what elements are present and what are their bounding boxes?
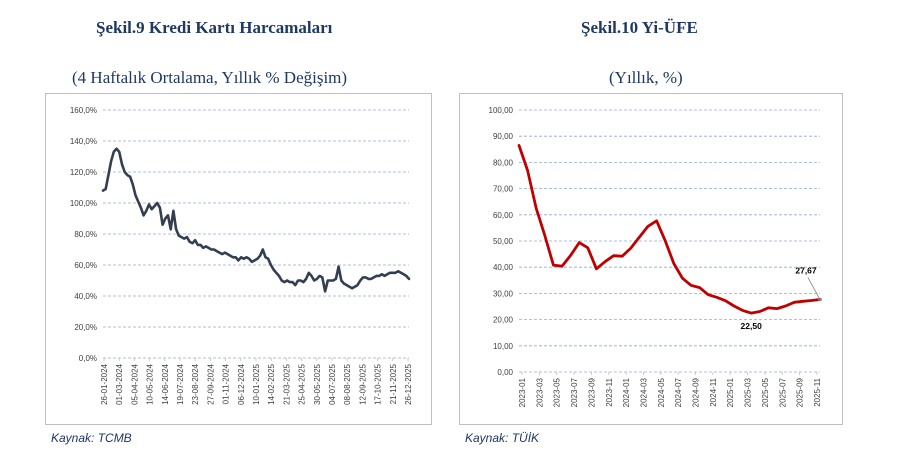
x-tick-label: 05-04-2024 [130, 363, 139, 404]
x-tick-label: 10-01-2025 [252, 363, 261, 404]
left-chart-title: Şekil.9 Kredi Kartı Harcamaları [96, 18, 333, 37]
y-tick-label: 40,0% [74, 292, 97, 301]
x-tick-label: 21-03-2025 [282, 363, 291, 404]
right-chart: 0,00 10,00 20,00 30,00 40,00 50,00 60,00 70,00 8… [489, 106, 822, 407]
x-tick-label: 2025-11 [813, 377, 822, 406]
y-tick-label: 70,00 [493, 185, 514, 194]
right-chart-title: Şekil.10 Yi-ÜFE [581, 18, 698, 37]
x-tick-label: 2025-03 [744, 377, 753, 407]
y-tick-label: 60,0% [74, 261, 97, 270]
right-chart-subtitle: (Yıllık, %) [609, 68, 683, 87]
x-tick-label: 2024-03 [639, 377, 648, 407]
y-tick-label: 30,00 [493, 289, 514, 298]
x-tick-label: 19-07-2024 [176, 363, 185, 404]
right-chart-frame: 0,00 10,00 20,00 30,00 40,00 50,00 60,00 70,00 8… [459, 93, 843, 425]
y-tick-label: 100,0% [70, 199, 97, 208]
x-tick-label: 30-05-2025 [313, 363, 322, 404]
series-line [101, 147, 411, 293]
y-tick-label: 0,00 [497, 368, 513, 377]
y-tick-label: 80,0% [74, 230, 97, 239]
x-tick-label: 2023-01 [518, 377, 527, 407]
min-value-label: 22,50 [741, 321, 763, 331]
x-tick-label: 2025-09 [796, 377, 805, 407]
left-source: Kaynak: TCMB [51, 431, 132, 445]
x-tick-label: 2024-05 [657, 377, 666, 407]
left-chart-subtitle: (4 Haftalık Ortalama, Yıllık % Değişim) [72, 68, 348, 87]
x-tick-label: 2024-09 [692, 377, 701, 407]
x-tick-label: 2023-07 [570, 377, 579, 407]
x-tick-label: 2025-01 [726, 377, 735, 407]
y-tick-label: 40,00 [493, 263, 514, 272]
x-tick-label: 14-02-2025 [267, 363, 276, 404]
y-tick-label: 160,0% [70, 106, 97, 115]
y-tick-label: 60,00 [493, 211, 514, 220]
x-tick-label: 2023-05 [553, 377, 562, 407]
x-tick-label: 12-09-2025 [358, 363, 367, 404]
x-tick-label: 26-12-2025 [404, 363, 413, 404]
x-tick-label: 2023-09 [587, 377, 596, 407]
left-chart-frame: 0,0% 20,0% 40,0% 60,0% 80,0% 100,0% 120,0% 140,… [45, 93, 432, 425]
x-tick-label: 21-11-2025 [389, 363, 398, 404]
x-tick-label: 06-12-2024 [237, 363, 246, 404]
x-tick-label: 04-07-2025 [328, 363, 337, 404]
y-tick-label: 20,00 [493, 316, 514, 325]
x-tick-label: 2025-05 [761, 377, 770, 407]
last-point-marker [818, 297, 822, 302]
x-tick-label: 2025-07 [778, 377, 787, 407]
x-tick-label: 26-01-2024 [100, 363, 109, 404]
x-tick-label: 2024-01 [622, 377, 631, 407]
y-tick-label: 20,0% [74, 323, 97, 332]
left-chart: 0,0% 20,0% 40,0% 60,0% 80,0% 100,0% 120,0% 140,… [70, 106, 413, 405]
x-tick-label: 2024-11 [709, 377, 718, 406]
x-tick-label: 01-03-2024 [115, 363, 124, 404]
y-tick-label: 90,00 [493, 132, 514, 141]
x-tick-label: 2023-03 [535, 377, 544, 407]
x-tick-label: 27-09-2024 [206, 363, 215, 404]
y-tick-label: 80,00 [493, 158, 514, 167]
y-tick-label: 100,00 [489, 106, 514, 115]
x-tick-label: 25-04-2025 [298, 363, 307, 404]
y-tick-label: 120,0% [70, 168, 97, 177]
x-tick-label: 14-06-2024 [161, 363, 170, 404]
y-tick-label: 0,0% [79, 354, 97, 363]
y-tick-label: 50,00 [493, 237, 514, 246]
x-tick-label: 23-08-2024 [191, 363, 200, 404]
right-source: Kaynak: TÜİK [465, 431, 540, 445]
last-value-label: 27,67 [795, 266, 817, 276]
y-tick-label: 140,0% [70, 137, 97, 146]
series-line [517, 144, 822, 315]
annotation-leader [807, 277, 821, 300]
x-tick-label: 10-05-2024 [146, 363, 155, 404]
x-tick-label: 08-08-2025 [343, 363, 352, 404]
x-tick-label: 01-11-2024 [222, 363, 231, 404]
x-tick-label: 2024-07 [674, 377, 683, 407]
x-tick-label: 17-10-2025 [374, 363, 383, 404]
x-tick-label: 2023-11 [605, 377, 614, 406]
y-tick-label: 10,00 [493, 342, 514, 351]
